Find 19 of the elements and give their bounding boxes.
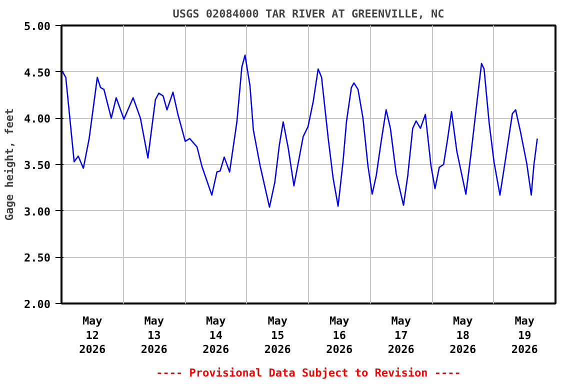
chart-title: USGS 02084000 TAR RIVER AT GREENVILLE, NC <box>172 8 444 20</box>
y-tick-label: 4.00 <box>24 112 51 126</box>
x-tick-label: May 13 2026 <box>140 314 168 356</box>
y-tick-label: 3.50 <box>24 159 51 172</box>
x-tick-label: May 16 2026 <box>326 314 353 356</box>
y-tick-label: 2.50 <box>24 252 51 265</box>
y-tick-label: 5.00 <box>24 20 51 33</box>
x-tick-label: May 12 2026 <box>79 314 106 356</box>
x-tick-label: May 15 2026 <box>264 314 292 356</box>
text: ---- Provisional Data Subject to Revision ---- <box>156 366 461 380</box>
x-tick-label: May 17 2026 <box>388 314 415 356</box>
y-axis-title: Gage height, feet <box>3 108 16 221</box>
y-tick-label: 2.00 <box>24 298 51 311</box>
x-tick-label: May 18 2026 <box>450 314 476 356</box>
x-tick-label: May 19 2026 <box>511 314 538 356</box>
x-tick-label: May 14 2026 <box>202 314 230 356</box>
line-series <box>62 54 538 208</box>
y-tick-label: 4.50 <box>24 66 51 80</box>
y-tick-label: 3.00 <box>24 205 51 218</box>
